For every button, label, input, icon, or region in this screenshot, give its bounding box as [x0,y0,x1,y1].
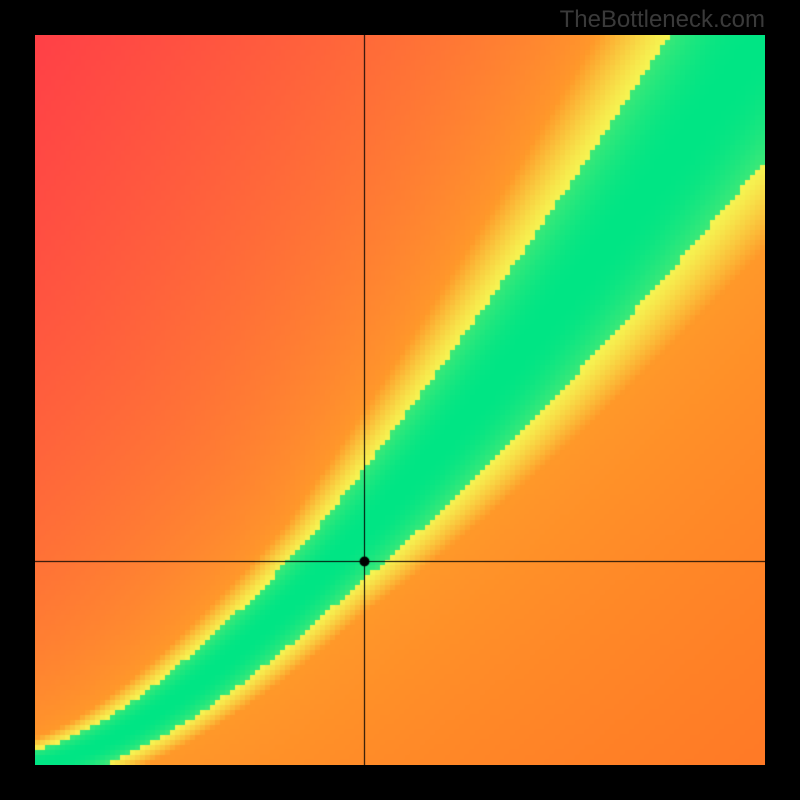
bottleneck-heatmap-canvas [35,35,765,765]
chart-frame: TheBottleneck.com [0,0,800,800]
watermark-text: TheBottleneck.com [560,6,765,34]
